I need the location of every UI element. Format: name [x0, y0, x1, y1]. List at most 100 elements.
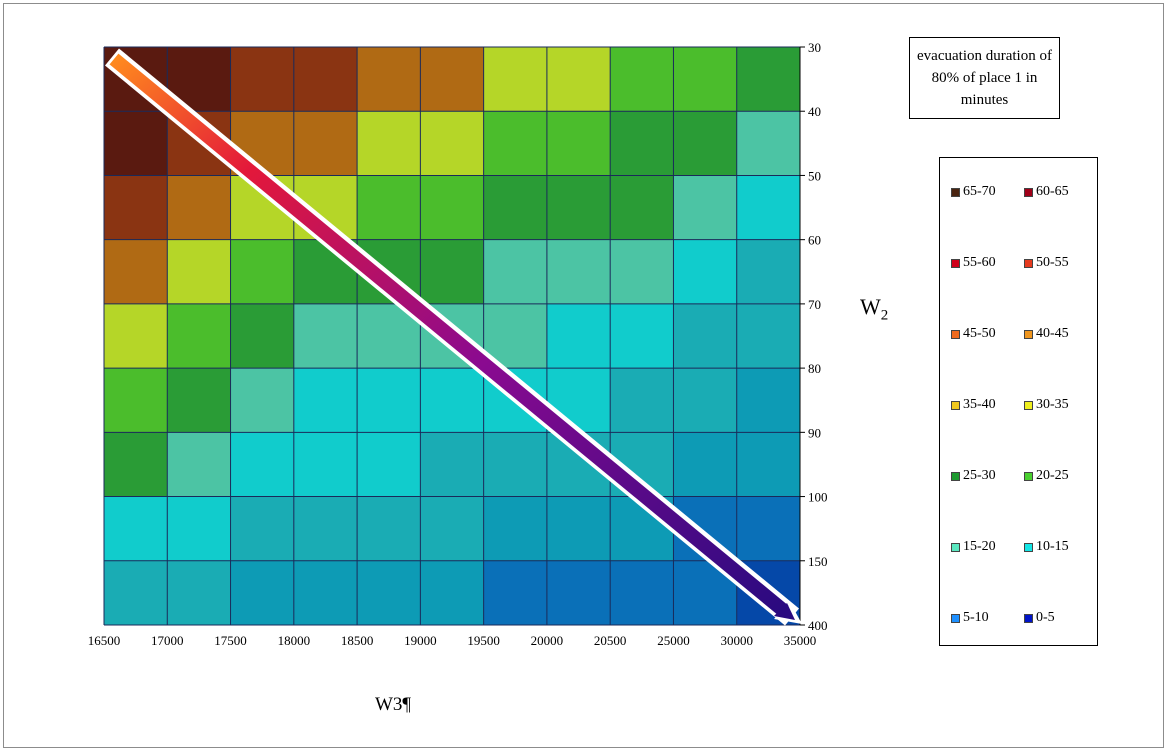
- contour-cell: [736, 496, 801, 562]
- legend-item: 15-20: [951, 539, 996, 555]
- legend-item: 25-30: [951, 468, 996, 484]
- contour-cell: [167, 239, 232, 305]
- contour-cell: [546, 111, 611, 176]
- contour-cell: [230, 560, 295, 626]
- legend-item: 35-40: [951, 397, 996, 413]
- contour-cell: [357, 111, 421, 176]
- legend-item: 50-55: [1024, 255, 1069, 271]
- legend-label: 50-55: [1036, 255, 1069, 270]
- chart-frame: [3, 3, 1164, 748]
- y-axis-letter: W: [860, 294, 881, 319]
- legend-item: 40-45: [1024, 326, 1069, 342]
- x-tick-label: 25000: [657, 633, 690, 648]
- contour-cell: [736, 239, 801, 305]
- contour-cell: [230, 47, 295, 112]
- legend-swatch: [951, 329, 960, 339]
- contour-cell: [546, 560, 611, 626]
- x-tick-label: 17500: [214, 633, 247, 648]
- contour-cell: [230, 303, 295, 369]
- contour-cell: [483, 175, 548, 241]
- x-tick-label: 18000: [278, 633, 311, 648]
- contour-cell: [357, 368, 421, 433]
- legend-label: 5-10: [963, 610, 989, 625]
- legend-swatch: [951, 400, 960, 410]
- y-axis-label: W2: [860, 294, 888, 324]
- legend-item: 5-10: [951, 610, 989, 626]
- contour-cell: [230, 432, 295, 498]
- legend-item: 20-25: [1024, 468, 1069, 484]
- y-tick-labels: 30 40 50 60 70 80 90 100 150 400: [800, 40, 828, 633]
- contour-cell: [483, 560, 548, 626]
- legend-swatch: [951, 542, 960, 552]
- contour-cell: [420, 111, 485, 176]
- contour-cell: [546, 239, 611, 305]
- y-tick-label: 30: [808, 40, 821, 55]
- y-tick-label: 60: [808, 233, 821, 248]
- legend-label: 10-15: [1036, 539, 1069, 554]
- contour-cell: [736, 368, 801, 433]
- contour-cell: [420, 560, 485, 626]
- legend-label: 40-45: [1036, 326, 1069, 341]
- contour-cell: [357, 47, 421, 112]
- contour-cell: [420, 432, 485, 498]
- contour-cell: [610, 560, 674, 626]
- contour-cell: [293, 47, 358, 112]
- contour-cell: [167, 560, 232, 626]
- y-tick-label: 70: [808, 297, 821, 312]
- x-axis-label: W3¶: [375, 694, 412, 715]
- contour-cell: [736, 303, 801, 369]
- x-tick-label: 30000: [720, 633, 753, 648]
- contour-cell: [483, 432, 548, 498]
- legend-label: 65-70: [963, 184, 996, 199]
- contour-cell: [483, 111, 548, 176]
- legend-label: 60-65: [1036, 184, 1069, 199]
- contour-cell: [357, 496, 421, 562]
- contour-cell: [420, 368, 485, 433]
- contour-cell: [293, 432, 358, 498]
- contour-cell: [293, 368, 358, 433]
- contour-cell: [167, 303, 232, 369]
- legend-item: 0-5: [1024, 610, 1055, 626]
- chart-title: evacuation duration of 80% of place 1 in…: [909, 37, 1060, 119]
- contour-cell: [736, 47, 801, 112]
- legend-swatch: [1024, 613, 1033, 623]
- contour-cell: [736, 175, 801, 241]
- x-tick-label: 16500: [88, 633, 121, 648]
- contour-cell: [293, 560, 358, 626]
- legend-swatch: [1024, 329, 1033, 339]
- contour-cell: [673, 432, 738, 498]
- y-tick-label: 150: [808, 554, 828, 569]
- legend-swatch: [951, 258, 960, 268]
- contour-cell: [610, 368, 674, 433]
- contour-cell: [546, 303, 611, 369]
- y-tick-label: 400: [808, 618, 828, 633]
- contour-cell: [673, 303, 738, 369]
- legend-item: 65-70: [951, 184, 996, 200]
- contour-cell: [673, 239, 738, 305]
- legend-label: 55-60: [963, 255, 996, 270]
- contour-cell: [610, 175, 674, 241]
- contour-cell: [483, 47, 548, 112]
- contour-cell: [357, 560, 421, 626]
- contour-cell: [167, 368, 232, 433]
- contour-cell: [420, 239, 485, 305]
- contour-cell: [357, 432, 421, 498]
- legend-label: 35-40: [963, 397, 996, 412]
- contour-cell: [167, 432, 232, 498]
- legend-label: 25-30: [963, 468, 996, 483]
- contour-cell: [673, 175, 738, 241]
- contour-cell: [104, 111, 168, 176]
- legend-swatch: [1024, 400, 1033, 410]
- legend: 65-70 60-65 55-60 50-55 45-50 40-45 35-40 30-35…: [939, 157, 1098, 646]
- y-axis-subscript: 2: [880, 307, 889, 324]
- contour-cell: [104, 496, 168, 562]
- contour-cell: [610, 239, 674, 305]
- contour-cell: [546, 47, 611, 112]
- contour-cell: [483, 239, 548, 305]
- contour-cell: [230, 239, 295, 305]
- legend-item: 60-65: [1024, 184, 1069, 200]
- legend-item: 30-35: [1024, 397, 1069, 413]
- legend-swatch: [1024, 542, 1033, 552]
- legend-item: 10-15: [1024, 539, 1069, 555]
- contour-cell: [293, 496, 358, 562]
